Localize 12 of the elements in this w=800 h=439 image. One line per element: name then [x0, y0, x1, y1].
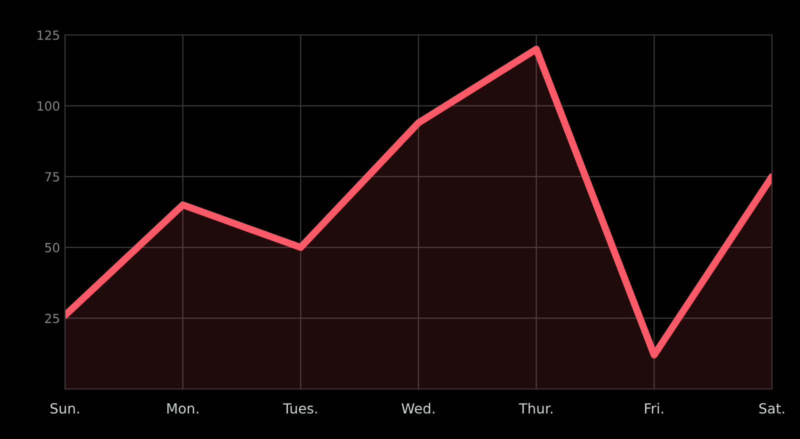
x-tick-label: Sun.: [50, 403, 79, 414]
y-tick-label: 25: [45, 314, 60, 324]
x-tick-label: Sat.: [759, 403, 784, 414]
x-tick-label: Tues.: [282, 403, 317, 414]
y-tick-label: 50: [45, 242, 60, 252]
y-tick-label: 100: [38, 101, 60, 111]
y-tick-label: 75: [45, 172, 60, 182]
y-tick-label: 125: [38, 30, 60, 40]
x-tick-label: Thur.: [518, 402, 552, 414]
x-tick-label: Wed.: [402, 402, 434, 414]
x-tick-label: Mon.: [167, 403, 198, 414]
x-tick-label: Fri.: [645, 402, 664, 414]
